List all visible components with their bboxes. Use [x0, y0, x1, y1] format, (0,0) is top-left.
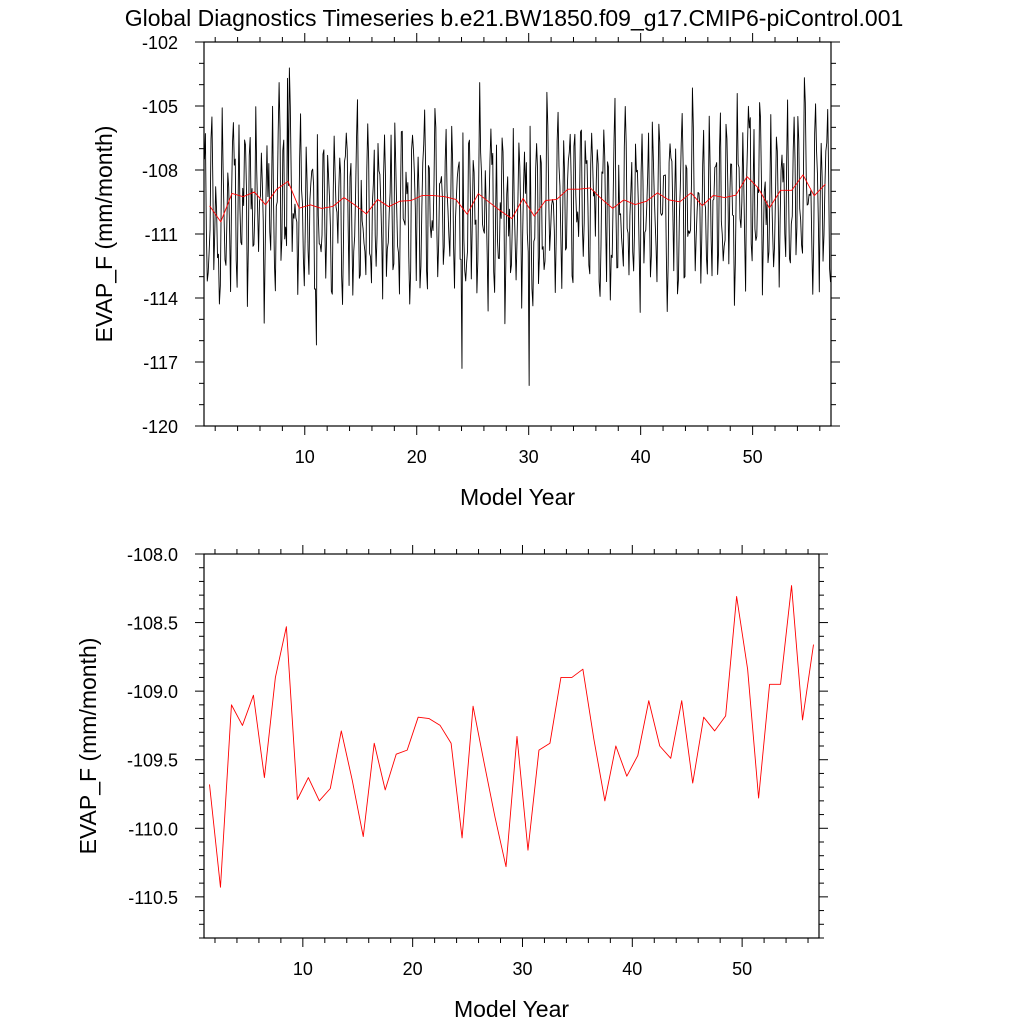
x-axis-label: Model Year — [454, 996, 569, 1022]
x-tick-label: 50 — [732, 959, 752, 979]
x-tick-label: 30 — [512, 959, 532, 979]
x-tick-label: 40 — [622, 959, 642, 979]
y-tick-label: -102 — [142, 33, 178, 53]
x-tick-label: 20 — [407, 447, 427, 467]
x-tick-label: 20 — [403, 959, 423, 979]
y-tick-label: -114 — [143, 289, 178, 309]
y-axis-label: EVAP_F (mm/month) — [75, 638, 101, 855]
y-tick-label: -120 — [142, 417, 178, 437]
x-tick-label: 50 — [743, 447, 763, 467]
y-tick-label: -117 — [143, 353, 178, 373]
panel-annual-mean-timeseries: 10 20 30 40 50 -110.5 -110.0 -109.5 -109.0 -108.5… — [75, 545, 828, 1022]
series-line-annual-mean — [209, 585, 814, 888]
y-tick-label: -105 — [142, 97, 178, 117]
y-tick-label: -110.5 — [128, 888, 178, 908]
series-line-annual-mean — [209, 174, 826, 223]
x-tick-label: 40 — [631, 447, 651, 467]
y-tick-label: -109.0 — [127, 682, 178, 702]
x-tick-label: 10 — [293, 959, 313, 979]
series-line-monthly — [204, 67, 831, 386]
y-tick-label: -108 — [142, 161, 178, 181]
y-tick-label: -111 — [145, 225, 178, 245]
figure-title: Global Diagnostics Timeseries b.e21.BW18… — [125, 5, 904, 31]
x-tick-label: 10 — [295, 447, 315, 467]
panel-monthly-timeseries: 10 20 30 40 50 -120 -117 -114 -111 -108 -105 -102 Mo… — [91, 33, 840, 510]
x-axis-label: Model Year — [460, 484, 575, 510]
y-tick-label: -108.0 — [127, 545, 178, 565]
plot-frame — [203, 553, 820, 939]
y-tick-label: -109.5 — [127, 751, 178, 771]
y-axis-label: EVAP_F (mm/month) — [91, 126, 117, 343]
x-tick-label: 30 — [519, 447, 539, 467]
y-tick-label: -108.5 — [127, 614, 178, 634]
y-tick-label: -110.0 — [128, 819, 178, 839]
